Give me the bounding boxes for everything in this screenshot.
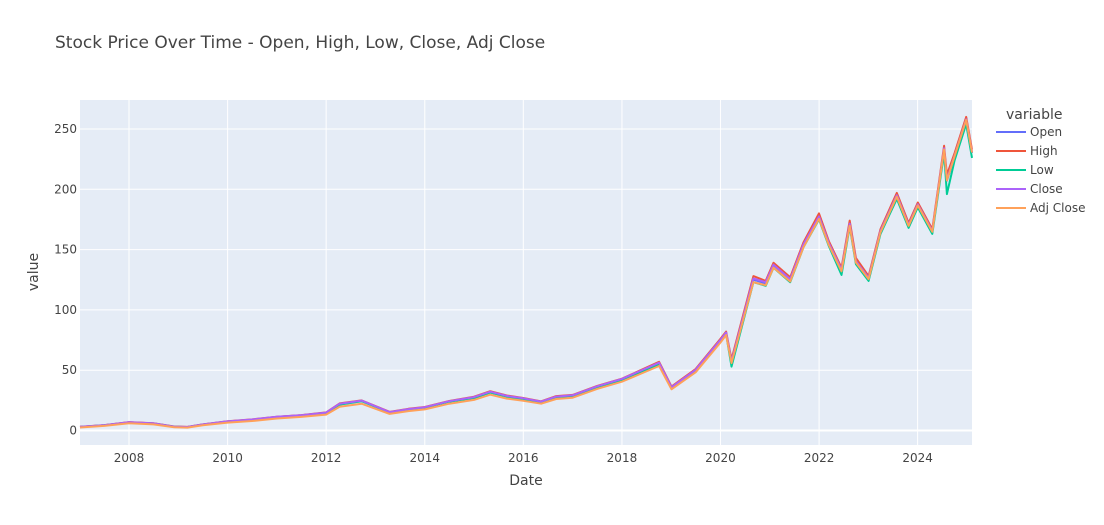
y-tick-label: 100	[54, 303, 77, 317]
legend-item-label: High	[1030, 144, 1058, 158]
y-tick-label: 250	[54, 122, 77, 136]
legend-item-label: Adj Close	[1030, 201, 1085, 215]
y-tick-label: 150	[54, 243, 77, 257]
y-gridlines	[80, 128, 972, 432]
x-gridlines	[128, 100, 919, 445]
x-tick-label: 2010	[212, 451, 243, 465]
x-axis-title: Date	[509, 473, 542, 489]
series-layer	[79, 115, 973, 429]
y-tick-label: 0	[69, 424, 77, 438]
legend-title: variable	[1006, 107, 1062, 123]
chart-title: Stock Price Over Time - Open, High, Low,…	[55, 33, 546, 53]
y-axis-title: value	[26, 253, 42, 291]
x-tick-labels: 2008 2010 2012 2014 2016 2018 2020 2022 2024	[114, 451, 933, 465]
y-tick-label: 200	[54, 182, 77, 196]
series-line-adj-close	[79, 118, 973, 429]
x-tick-label: 2024	[902, 451, 933, 465]
legend-item-label: Low	[1030, 163, 1054, 177]
plot-background	[80, 100, 972, 445]
x-tick-label: 2020	[705, 451, 736, 465]
x-tick-label: 2022	[804, 451, 835, 465]
x-tick-label: 2008	[114, 451, 145, 465]
legend: variable Open High Low Close Adj Close	[996, 107, 1085, 215]
legend-item-label: Close	[1030, 182, 1063, 196]
y-tick-label: 50	[62, 363, 77, 377]
x-tick-label: 2018	[607, 451, 638, 465]
x-tick-label: 2014	[410, 451, 441, 465]
y-tick-labels: 0 50 100 150 200 250	[54, 122, 77, 438]
legend-item-label: Open	[1030, 125, 1062, 139]
x-tick-label: 2012	[311, 451, 342, 465]
x-tick-label: 2016	[508, 451, 539, 465]
